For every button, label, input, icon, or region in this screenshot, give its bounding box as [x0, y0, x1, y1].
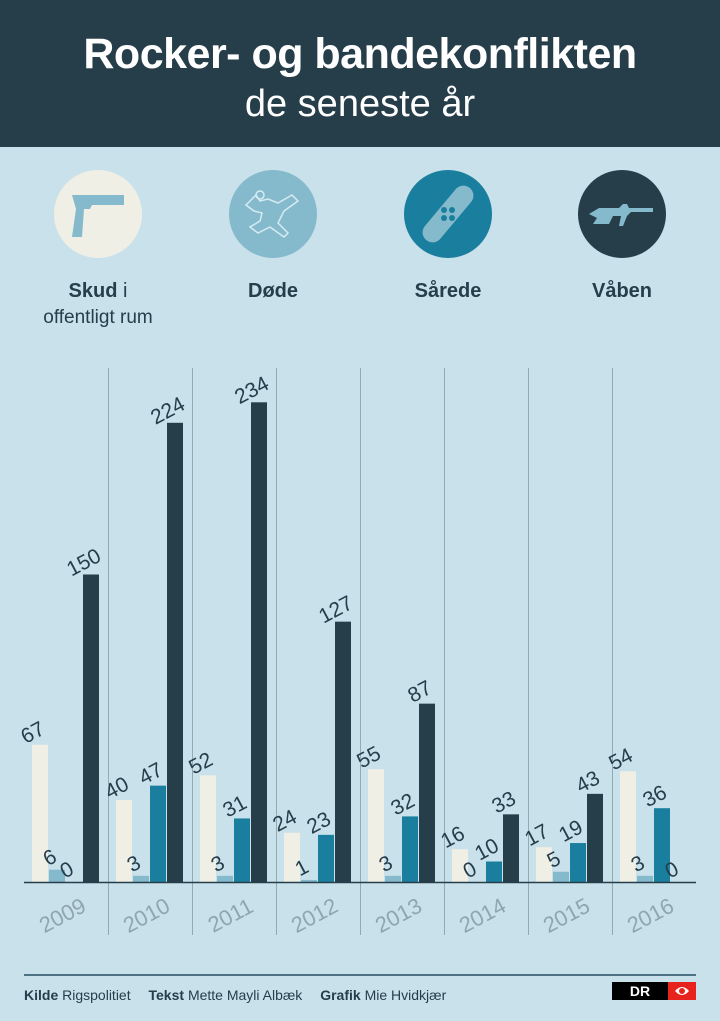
dr-logo: DR [612, 982, 696, 1000]
bar-2016-2 [654, 808, 670, 882]
legend-label-bold: Skud [68, 280, 118, 302]
text-value: Mette Mayli Albæk [187, 987, 303, 1003]
bandage-icon [404, 170, 492, 258]
source-label: Kilde [24, 987, 59, 1003]
bar-2013-3 [419, 703, 435, 882]
data-label: 87 [404, 676, 435, 707]
legend-weapons: Våben [537, 170, 707, 304]
bar-2011-0 [200, 775, 216, 882]
bar-2016-1 [637, 875, 653, 882]
bar-2013-0 [368, 769, 384, 882]
year-label: 2012 [287, 893, 342, 938]
year-label: 2015 [539, 893, 594, 938]
bar-2013-1 [385, 875, 401, 882]
data-label: 40 [101, 773, 132, 804]
bar-2014-2 [486, 861, 502, 882]
data-label: 19 [555, 816, 586, 847]
graphic-label: Grafik [320, 987, 361, 1003]
data-label: 52 [185, 748, 216, 779]
bar-2013-2 [402, 816, 418, 882]
bar-2015-2 [570, 843, 586, 882]
bar-2012-3 [335, 621, 351, 882]
eye-icon [668, 982, 696, 1000]
bar-2015-3 [587, 793, 603, 882]
bar-2010-1 [133, 875, 149, 882]
year-label: 2010 [119, 893, 174, 938]
bar-2014-0 [452, 849, 468, 882]
body-outline-icon [229, 170, 317, 258]
data-label: 36 [639, 781, 670, 812]
year-label: 2016 [623, 893, 678, 938]
bar-2011-3 [251, 402, 267, 882]
source-value: Rigspolitiet [62, 987, 131, 1003]
bar-2010-0 [116, 800, 132, 882]
title: Rocker- og bandekonflikten [83, 30, 637, 78]
data-label: 47 [135, 758, 166, 789]
bar-2010-3 [167, 422, 183, 882]
graphic-value: Mie Hvidkjær [364, 987, 447, 1003]
bar-2010-2 [150, 785, 166, 882]
bar-2012-2 [318, 834, 334, 882]
bar-2015-1 [553, 871, 569, 882]
year-label: 2013 [371, 893, 426, 938]
footer-divider [24, 974, 696, 976]
bar-2011-1 [217, 875, 233, 882]
data-label: 33 [488, 787, 519, 818]
data-label: 16 [437, 822, 468, 853]
bar-2015-0 [536, 847, 552, 882]
legend-deaths: Døde [188, 170, 358, 304]
data-label: 67 [17, 717, 48, 748]
legend-wounded: Sårede [363, 170, 533, 304]
year-label: 2014 [455, 893, 510, 938]
rifle-icon [578, 170, 666, 258]
bar-2009-0 [32, 744, 48, 882]
bar-2009-3 [83, 574, 99, 882]
legend-label-bold: Våben [591, 280, 653, 302]
data-label: 32 [387, 789, 418, 820]
bar-2012-0 [284, 832, 300, 882]
legend-label-bold: Sårede [414, 280, 482, 302]
bar-2011-2 [234, 818, 250, 882]
dr-logo-text: DR [612, 982, 668, 1000]
text-label: Tekst [148, 987, 185, 1003]
legend-sublabel: offentligt rum [43, 307, 153, 328]
legend-shots: Skud i offentligt rum [13, 170, 183, 331]
bar-chart: 6760150200940347224201052331234201124123… [17, 368, 696, 938]
header: Rocker- og bandekonflikten de seneste år [0, 0, 720, 147]
data-label: 55 [353, 742, 384, 773]
data-label: 54 [605, 744, 637, 775]
data-label: 23 [303, 807, 334, 838]
data-label: 43 [572, 766, 603, 797]
bar-2012-1 [301, 879, 317, 882]
subtitle: de seneste år [244, 83, 476, 125]
data-label: 24 [269, 805, 301, 836]
year-label: 2011 [204, 893, 258, 937]
pistol-icon [54, 170, 142, 258]
bar-2009-1 [49, 869, 65, 882]
legend-label-rest: i [117, 280, 128, 302]
bar-2014-3 [503, 814, 519, 882]
credits: Kilde Rigspolitiet Tekst Mette Mayli Alb… [24, 987, 460, 1003]
year-label: 2009 [35, 893, 90, 938]
data-label: 10 [471, 834, 502, 865]
data-label: 31 [219, 791, 250, 822]
legend-label-bold: Døde [248, 280, 298, 302]
bar-2016-0 [620, 771, 636, 882]
data-label: 17 [521, 820, 552, 851]
